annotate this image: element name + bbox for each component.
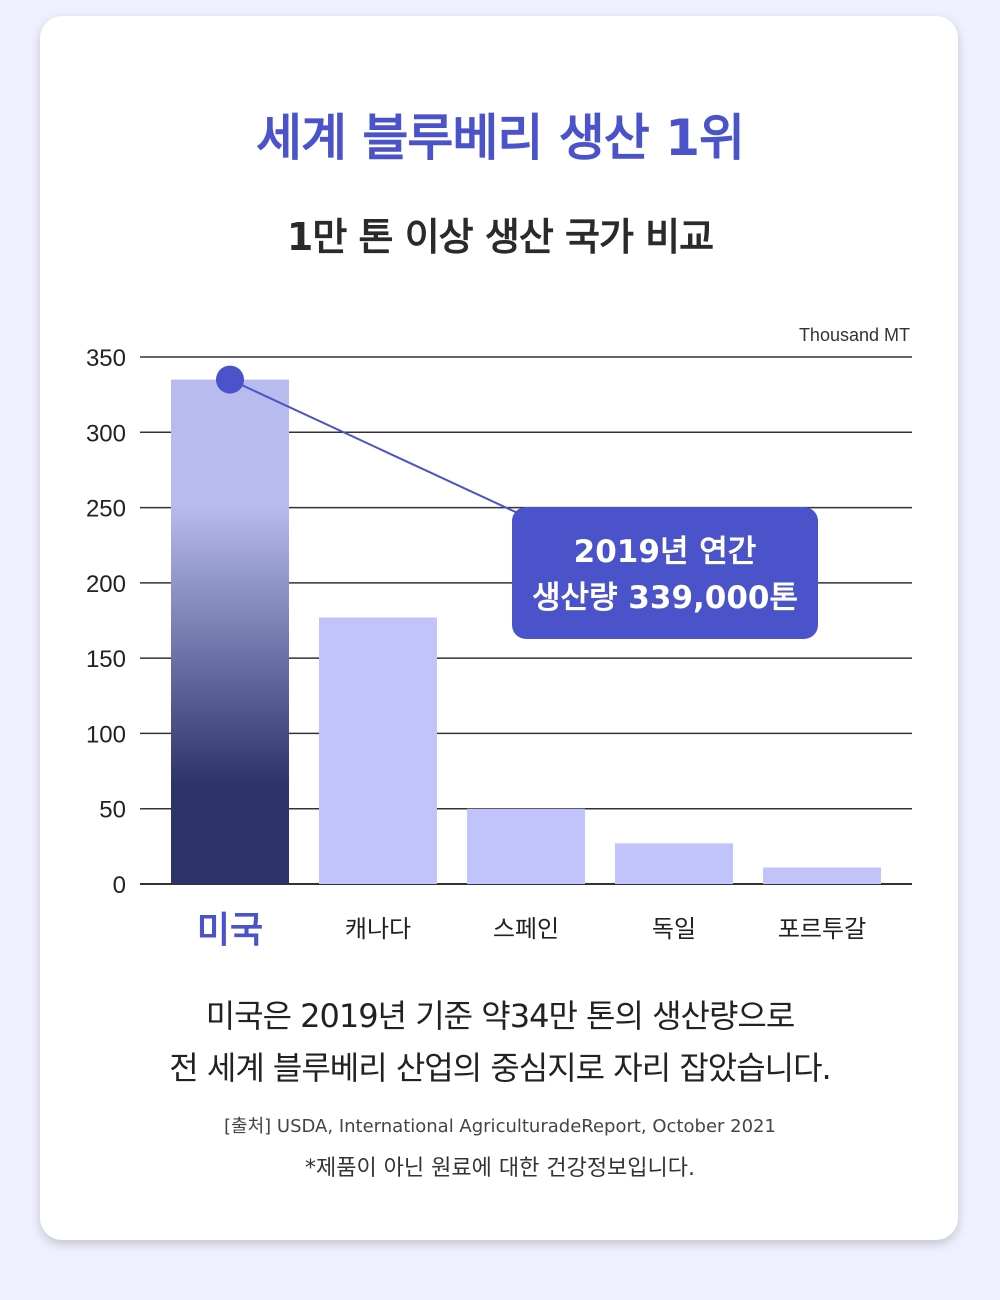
x-category-label: 미국: [197, 910, 263, 951]
y-tick-label: 200: [86, 571, 126, 598]
bar: [171, 379, 289, 884]
x-category-label: 캐나다: [345, 915, 411, 943]
page-title: 세계 블루베리 생산 1위: [255, 109, 745, 167]
callout-line-2: 생산량 339,000톤: [532, 580, 798, 616]
bar-chart: Thousand MT 0 50 100 150 200 250 300 350 미국 캐나다 스…: [86, 325, 912, 951]
y-tick-label: 0: [113, 872, 126, 899]
source-citation: [출처] USDA, International AgriculturadeRe…: [224, 1116, 776, 1137]
x-category-label: 스페인: [493, 915, 559, 943]
description-line-2: 전 세계 블루베리 산업의 중심지로 자리 잡았습니다.: [169, 1049, 831, 1087]
bar: [319, 617, 437, 884]
description: 미국은 2019년 기준 약34만 톤의 생산량으로 전 세계 블루베리 산업의…: [0, 990, 1000, 1094]
disclaimer-note: *제품이 아닌 원료에 대한 건강정보입니다.: [304, 1156, 696, 1181]
callout-pointer-line: [229, 378, 523, 516]
bar: [763, 867, 881, 884]
x-category-label: 포르투갈: [778, 915, 866, 943]
callout-pointer-dot: [216, 365, 244, 394]
callout-box: [512, 507, 818, 639]
y-tick-label: 300: [86, 420, 126, 447]
bar: [615, 843, 733, 884]
y-tick-label: 50: [99, 797, 126, 824]
callout-line-1: 2019년 연간: [574, 534, 757, 570]
x-category-label: 독일: [652, 915, 696, 943]
bar: [467, 808, 585, 884]
y-tick-label: 250: [86, 496, 126, 523]
unit-label: Thousand MT: [799, 325, 910, 345]
y-tick-label: 350: [86, 345, 126, 372]
y-tick-label: 150: [86, 646, 126, 673]
y-tick-label: 100: [86, 721, 126, 748]
description-line-1: 미국은 2019년 기준 약34만 톤의 생산량으로: [205, 997, 796, 1035]
page-subtitle: 1만 톤 이상 생산 국가 비교: [286, 215, 714, 259]
